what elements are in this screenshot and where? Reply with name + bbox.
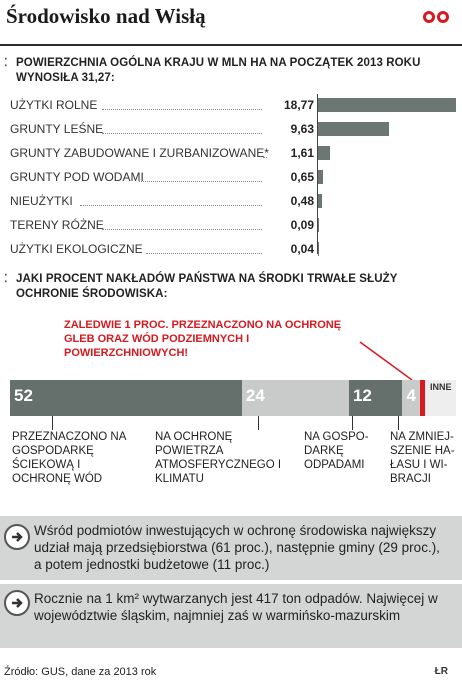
bar-mark [318,98,456,112]
fact-text-2: Rocznie na 1 km² wytwarzanych jest 417 t… [34,591,438,623]
category-tick [352,416,353,430]
category-tick [258,416,259,430]
bar-value-label: 0,09 [290,218,314,232]
segment-category-label: NA OCHRONĘ POWIETRZA ATMOSFERYCZNEGO I K… [155,431,282,485]
segment-category-label: NA ZMNIEJ- SZENIE HA- ŁASU I WI- BRACJI [390,431,455,485]
arrow-right-icon [4,590,30,616]
bar-mark [318,146,330,160]
bar-category-label: GRUNTY ZABUDOWANE I ZURBANIZOWANE* [10,146,269,160]
bar-chart-axis [317,94,318,254]
bar-category-label: UŻYTKI EKOLOGICZNE [10,242,143,256]
bar-category-label: TERENY RÓŻNE [10,218,104,232]
bar-mark [318,122,389,136]
segment-value-label: 12 [352,386,372,405]
stack-segment [241,380,349,416]
bar-mark [318,242,319,256]
red-callout-note: ZALEDWIE 1 PROC. PRZEZNACZONO NA OCHRONĘ… [64,319,342,359]
segment-value-label: 52 [14,386,33,405]
bar-mark [318,218,319,232]
bar-value-label: 0,65 [290,170,314,184]
bar-leader-dots [263,157,267,158]
bar-mark [318,170,323,184]
bar-category-label: GRUNTY LEŚNE [10,122,104,136]
bar-leader-dots [80,205,262,206]
bar-category-label: NIEUŻYTKI [10,194,73,208]
stack-segment [402,380,421,416]
stack-segment [348,380,403,416]
bar-leader-dots [102,133,262,134]
page-title: Środowisko nad Wisłą [6,4,206,28]
fact-box-2 [0,584,462,648]
bar-value-label: 9,63 [290,122,314,136]
segment-category-label: PRZEZNACZONO NA GOSPODARKĘ ŚCIEKOWĄ I OC… [12,431,126,485]
callout-connector [359,341,413,380]
bar-value-label: 0,48 [290,194,314,208]
bar-value-label: 18,77 [283,98,314,112]
stack-segment [10,380,242,416]
fact-box-1 [0,516,462,580]
segment-category-label: NA GOSPO- DARKĘ ODPADAMI [304,431,369,471]
bar-category-label: GRUNTY POD WODAMI [10,170,144,184]
header-rule [0,44,462,46]
bar-leader-dots [102,229,262,230]
segment-value-label: 4 [406,386,416,405]
bar-leader-dots [139,181,262,182]
bullet-dots-icon: ⁚ [4,57,8,69]
bullet-dots-icon: ⁚ [4,273,8,285]
fact-text-1: Wśród podmiotów inwestujących w ochronę … [34,523,440,572]
bar-category-label: UŻYTKI ROLNE [10,98,98,112]
section2-heading: Jaki procent nakładów państwa na środki … [16,273,398,300]
stack-segment [420,380,425,416]
section1-heading: Powierzchnia ogólna kraju w mln ha na po… [16,57,421,84]
bar-value-label: 0,04 [290,242,314,256]
bar-leader-dots [146,253,262,254]
source-note: Źródło: GUS, dane za 2013 rok [4,666,157,678]
arrow-right-icon [4,524,30,550]
gp-logo-icon [423,11,449,23]
category-tick [398,416,399,430]
bar-mark [318,194,322,208]
bar-leader-dots [102,109,262,110]
bar-value-label: 1,61 [290,146,314,160]
category-tick [52,416,53,430]
stack-segment [424,380,456,416]
segment-value-label: 24 [245,386,265,405]
inne-label: INNE [430,382,452,392]
author-credit: ŁR [434,666,448,677]
